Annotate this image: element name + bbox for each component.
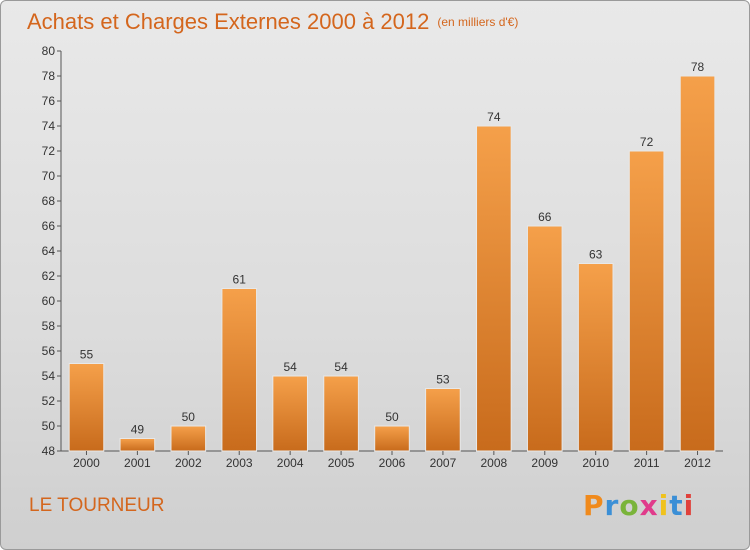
y-tick-label: 50 [42, 419, 56, 433]
y-tick-label: 54 [42, 369, 56, 383]
x-tick-label: 2000 [73, 456, 100, 470]
x-tick-label: 2004 [277, 456, 304, 470]
logo-letter: i [683, 489, 695, 522]
bar [221, 288, 258, 452]
y-tick-label: 62 [42, 269, 56, 283]
bar-value-label: 61 [233, 273, 247, 287]
bar-value-label: 50 [385, 410, 399, 424]
bar-value-label: 72 [640, 135, 654, 149]
logo-letter: i [658, 489, 670, 522]
bar [679, 75, 716, 452]
chart-title: Achats et Charges Externes 2000 à 2012 (e… [27, 9, 518, 35]
bar-value-label: 54 [283, 360, 297, 374]
bar [272, 375, 308, 452]
logo-letter: x [639, 489, 659, 522]
bar [628, 150, 665, 452]
y-tick-label: 68 [42, 194, 56, 208]
y-tick-label: 56 [42, 344, 56, 358]
x-tick-label: 2011 [634, 456, 660, 470]
bar [526, 225, 563, 452]
y-tick-label: 58 [42, 319, 56, 333]
y-tick-label: 78 [42, 69, 56, 83]
y-tick-label: 76 [42, 94, 56, 108]
bar [476, 125, 512, 452]
x-tick-label: 2012 [684, 456, 711, 470]
x-tick-label: 2001 [124, 456, 151, 470]
bar-value-label: 74 [487, 110, 501, 124]
logo-letter: r [604, 489, 620, 522]
bar [68, 363, 105, 452]
bar [323, 375, 359, 452]
x-tick-label: 2009 [531, 456, 558, 470]
commune-name: LE TOURNEUR [29, 495, 165, 516]
x-tick-label: 2006 [379, 456, 406, 470]
y-tick-label: 48 [42, 444, 56, 458]
y-tick-label: 64 [42, 244, 56, 258]
bar-value-label: 78 [691, 60, 705, 74]
logo-letter: o [619, 489, 640, 522]
x-tick-label: 2007 [430, 456, 457, 470]
bar-value-label: 53 [436, 373, 450, 387]
x-tick-label: 2005 [328, 456, 355, 470]
bar-value-label: 66 [538, 210, 552, 224]
bar-value-label: 54 [334, 360, 348, 374]
x-tick-label: 2008 [480, 456, 507, 470]
y-tick-label: 70 [42, 169, 56, 183]
bar-value-label: 49 [131, 423, 145, 437]
bar [170, 425, 207, 452]
x-tick-label: 2002 [175, 456, 202, 470]
y-tick-label: 80 [42, 44, 56, 58]
bar [119, 438, 156, 452]
chart-title-text: Achats et Charges Externes 2000 à 2012 [27, 9, 430, 34]
logo-letter: t [669, 489, 684, 522]
bar [577, 263, 614, 452]
y-tick-label: 66 [42, 219, 56, 233]
bar [374, 425, 410, 452]
x-tick-label: 2010 [582, 456, 609, 470]
y-tick-label: 72 [42, 144, 56, 158]
y-tick-label: 60 [42, 294, 56, 308]
bar-value-label: 63 [589, 248, 603, 262]
x-tick-label: 2003 [226, 456, 253, 470]
y-tick-label: 74 [42, 119, 56, 133]
logo-letter: P [583, 489, 605, 522]
bar-value-label: 55 [80, 348, 94, 362]
proxiti-logo: Proxiti [583, 489, 694, 522]
chart-unit-label: (en milliers d'€) [437, 15, 519, 29]
bar-value-label: 50 [182, 410, 196, 424]
y-tick-label: 52 [42, 394, 56, 408]
bar [425, 388, 461, 452]
